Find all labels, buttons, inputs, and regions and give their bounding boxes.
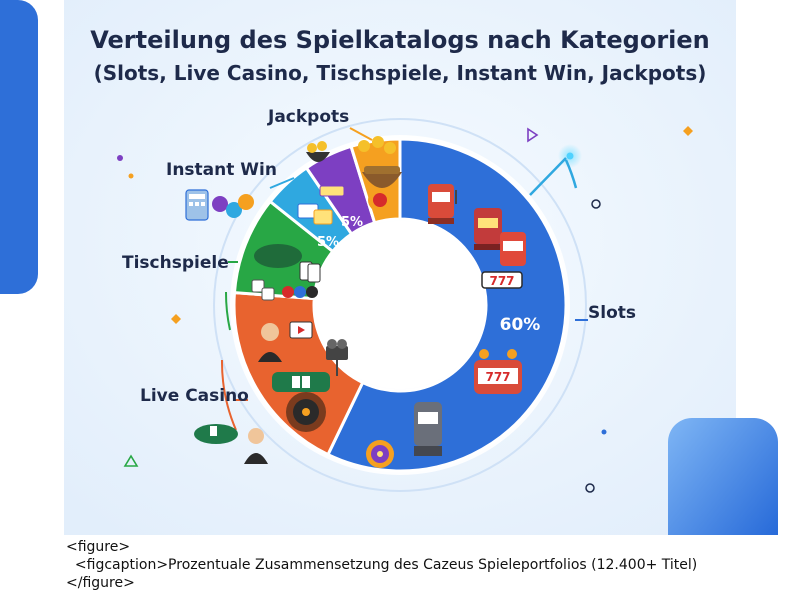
donut-outer-ring [213, 118, 587, 492]
pct-label-instant-win: 5% [317, 235, 339, 250]
donut-chart: Verteilung des Spielkatalogs nach Katego… [0, 0, 778, 535]
chart-title: Verteilung des Spielkatalogs nach Katego… [90, 26, 710, 54]
label-slots: Slots [588, 303, 636, 323]
label-live-casino: Live Casino [140, 386, 249, 406]
figure-close-tag: </figure> [66, 575, 135, 591]
table-game-icons [251, 244, 321, 301]
svg-text:777: 777 [489, 274, 514, 288]
callout-lines [220, 127, 588, 431]
infographic-card: Verteilung des Spielkatalogs nach Katego… [0, 0, 778, 535]
live-casino-icons [194, 321, 348, 464]
svg-text:777: 777 [485, 370, 510, 384]
decorative-sparkles [117, 126, 693, 493]
label-jackpots: Jackpots [267, 107, 349, 127]
pct-label-jackpots-purple: 5% [341, 215, 363, 230]
figure-open-tag: <figure> [66, 539, 131, 555]
chart-subtitle: (Slots, Live Casino, Tischspiele, Instan… [94, 61, 707, 85]
pct-label-jackpots-orange: 5% [371, 222, 393, 237]
pct-label-slots: 60% [500, 315, 541, 335]
pct-label-tischspiele: 10% [324, 291, 355, 306]
donut-hole [316, 221, 484, 389]
label-tischspiele: Tischspiele [122, 253, 229, 273]
figcaption-line: <figcaption>Prozentuale Zusammensetzung … [66, 557, 698, 573]
jackpot-icons [306, 136, 402, 212]
instant-win-icons [185, 189, 333, 225]
slot-machine-icons: 777 777 [366, 184, 526, 468]
figure-caption-markup: <figure> <figcaption>Prozentuale Zusamme… [66, 538, 786, 592]
label-instant-win: Instant Win [166, 160, 277, 180]
corner-accent-block [668, 418, 778, 535]
left-accent-bar [0, 0, 38, 294]
